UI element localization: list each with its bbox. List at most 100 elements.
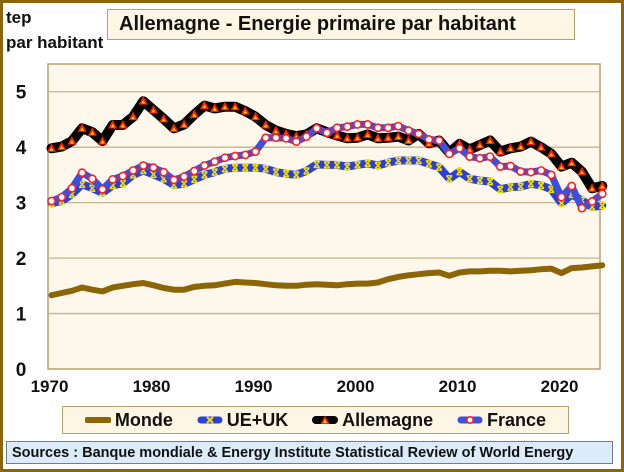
marker-triangle-inner — [182, 123, 187, 127]
chart-title-text: Allemagne - Energie primaire par habitan… — [119, 13, 516, 35]
data-point-france — [526, 167, 536, 177]
data-point-allemagne — [556, 161, 567, 171]
data-point-allemagne — [220, 101, 230, 111]
data-point-france — [169, 175, 179, 185]
y-axis-label-line1: tep — [6, 8, 32, 27]
data-point-ue-uk — [395, 156, 402, 165]
series-line-monde — [48, 262, 606, 299]
data-point-ue-uk — [446, 175, 453, 183]
data-point-france — [312, 123, 322, 133]
data-point-ue-uk — [364, 159, 371, 168]
marker-triangle-inner — [253, 115, 258, 120]
chart-title: Allemagne - Energie primaire par habitan… — [107, 9, 575, 40]
data-point-allemagne — [97, 136, 108, 145]
marker-triangle-inner — [222, 105, 227, 110]
data-point-ue-uk — [79, 180, 86, 189]
marker-triangle-inner — [59, 145, 64, 150]
data-point-france — [455, 143, 464, 153]
data-point-ue-uk — [527, 180, 534, 188]
data-point-allemagne — [250, 111, 261, 121]
data-point-allemagne — [138, 96, 148, 105]
data-point-ue-uk — [558, 199, 565, 207]
marker-triangle-inner — [539, 145, 544, 150]
data-point-allemagne — [373, 133, 383, 142]
data-point-france — [87, 174, 97, 184]
marker-triangle-inner — [426, 142, 431, 146]
data-point-allemagne — [393, 131, 403, 141]
marker-triangle-inner — [508, 147, 513, 151]
data-point-ue-uk — [436, 163, 443, 171]
x-tick-label: 2010 — [439, 377, 477, 396]
data-point-allemagne — [403, 135, 414, 145]
marker-triangle-inner — [212, 107, 217, 111]
data-point-allemagne — [567, 157, 577, 167]
data-point-france — [444, 149, 454, 159]
data-point-france — [557, 192, 566, 202]
y-axis-label-line2: par habitant — [6, 33, 104, 52]
data-point-ue-uk — [538, 181, 545, 190]
data-point-ue-uk — [476, 176, 483, 185]
data-point-france — [77, 168, 87, 178]
legend-item-france: France — [457, 410, 546, 431]
marker-triangle-inner — [141, 99, 146, 104]
data-point-allemagne — [169, 123, 179, 132]
data-point-ue-uk — [150, 170, 157, 179]
plot-area — [47, 63, 601, 370]
data-point-ue-uk — [109, 181, 116, 190]
data-point-allemagne — [210, 103, 220, 112]
data-point-france — [332, 123, 342, 133]
y-tick-label: 2 — [16, 249, 27, 270]
data-point-allemagne — [352, 132, 363, 142]
marker-triangle-inner — [263, 123, 268, 128]
data-point-france — [577, 203, 587, 213]
data-point-ue-uk — [507, 183, 514, 191]
legend-label-allemagne: Allemagne — [342, 409, 434, 430]
data-point-france — [159, 167, 169, 177]
data-point-ue-uk — [425, 160, 432, 168]
data-point-france — [271, 133, 281, 143]
legend-swatch-allemagne — [312, 415, 339, 424]
marker-triangle-inner — [375, 137, 380, 141]
data-point-france — [149, 163, 158, 173]
data-point-france — [414, 129, 424, 139]
data-point-ue-uk — [589, 203, 596, 211]
data-point-france — [200, 161, 209, 170]
data-point-france — [546, 170, 556, 180]
marker-triangle-inner — [90, 131, 95, 135]
data-point-ue-uk — [242, 163, 249, 172]
data-point-france — [587, 197, 597, 206]
data-point-ue-uk — [323, 161, 330, 169]
data-point-ue-uk — [201, 171, 208, 179]
data-point-allemagne — [128, 111, 138, 121]
data-point-allemagne — [526, 136, 536, 146]
data-point-france — [393, 121, 403, 131]
marker-triangle-inner — [386, 136, 391, 141]
data-point-ue-uk — [374, 161, 381, 170]
data-point-ue-uk — [68, 190, 75, 199]
data-point-france — [251, 147, 260, 157]
data-point-ue-uk — [548, 185, 555, 194]
data-point-allemagne — [332, 130, 342, 140]
data-point-allemagne — [240, 106, 250, 115]
data-point-france — [179, 172, 189, 181]
data-point-france — [495, 162, 505, 171]
data-point-ue-uk — [170, 181, 177, 189]
marker-triangle-inner — [498, 150, 503, 155]
data-point-france — [322, 128, 332, 138]
data-point-allemagne — [485, 135, 495, 145]
marker-triangle-inner — [406, 139, 411, 143]
series-monde — [48, 262, 606, 299]
legend-item-ue-uk: UE+UK — [197, 410, 288, 431]
marker-triangle-inner — [80, 127, 85, 131]
legend-item-allemagne: Allemagne — [312, 410, 433, 431]
marker-triangle-inner — [202, 104, 207, 108]
data-point-ue-uk — [140, 166, 147, 175]
data-point-ue-uk — [211, 168, 218, 176]
data-point-france — [281, 133, 291, 143]
data-point-ue-uk — [221, 165, 228, 173]
data-point-france — [261, 133, 271, 143]
data-point-france — [67, 183, 77, 193]
x-axis-ticks: 1970 1980 1990 2000 2010 2020 — [31, 377, 579, 396]
marker-triangle-inner — [273, 129, 278, 133]
